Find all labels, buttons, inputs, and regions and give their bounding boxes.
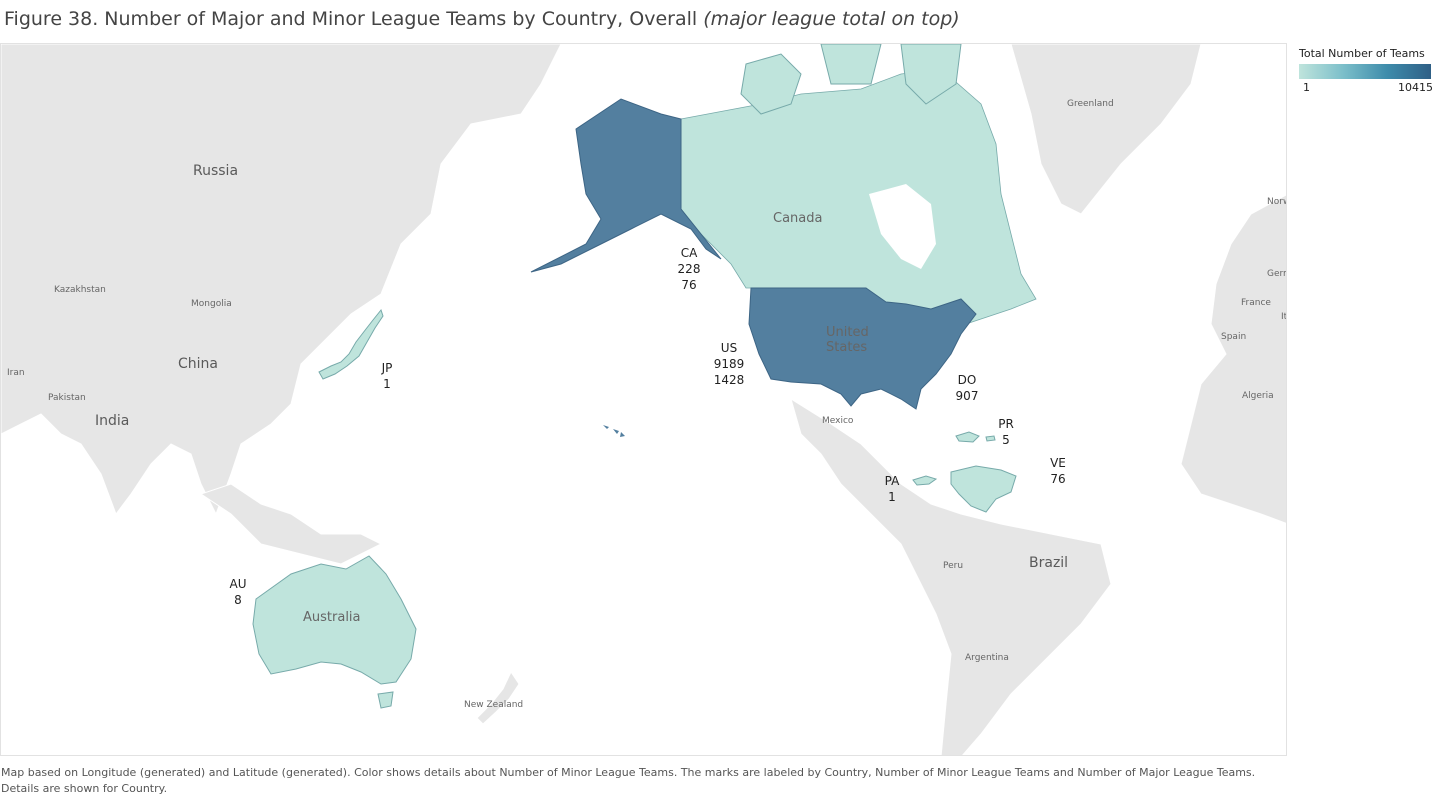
label-united: United <box>826 325 869 340</box>
mark-label-line: JP <box>381 361 393 375</box>
label-brazil: Brazil <box>1029 555 1068 571</box>
label-russia: Russia <box>193 163 238 179</box>
figure-title: Figure 38. Number of Major and Minor Lea… <box>4 8 960 30</box>
caption-line2: Details are shown for Country. <box>1 781 1255 797</box>
label-peru: Peru <box>943 561 963 571</box>
mark-label-ve[interactable]: VE 76 <box>1050 456 1066 486</box>
country-australia-tasmania[interactable] <box>378 692 393 708</box>
map-view[interactable]: Russia Kazakhstan Mongolia China Iran Pa… <box>0 43 1287 756</box>
mark-label-line: US <box>721 341 737 355</box>
land-se-asia <box>201 484 381 564</box>
land-asia <box>1 44 561 514</box>
mark-label-line: VE <box>1050 456 1066 470</box>
mark-label-line: 1 <box>383 377 391 391</box>
legend-color-ramp <box>1299 64 1431 79</box>
mark-label-line: PA <box>885 474 900 488</box>
title-italic: (major league total on top) <box>703 8 960 30</box>
legend-title: Total Number of Teams <box>1299 47 1439 60</box>
label-it: It <box>1281 312 1287 322</box>
mark-label-jp[interactable]: JP 1 <box>381 361 393 391</box>
land-europe-africa <box>1181 194 1287 524</box>
country-panama[interactable] <box>913 476 936 485</box>
label-germ: Germ <box>1267 269 1287 279</box>
label-greenland: Greenland <box>1067 99 1114 109</box>
mark-label-do[interactable]: DO 907 <box>956 373 979 403</box>
map-caption: Map based on Longitude (generated) and L… <box>1 765 1255 797</box>
label-mexico: Mexico <box>822 416 854 426</box>
label-spain: Spain <box>1221 332 1246 342</box>
label-india: India <box>95 413 129 429</box>
mark-label-pr[interactable]: PR 5 <box>998 417 1014 447</box>
country-puerto-rico[interactable] <box>986 436 995 441</box>
mark-label-line: 9189 <box>714 357 745 371</box>
mark-label-ca[interactable]: CA 228 76 <box>678 246 701 292</box>
legend-max: 10415 <box>1398 81 1433 94</box>
mark-label-line: 228 <box>678 262 701 276</box>
country-us-hawaii[interactable] <box>603 425 625 437</box>
label-algeria: Algeria <box>1242 391 1274 401</box>
country-venezuela[interactable] <box>951 466 1016 512</box>
label-states: States <box>826 340 867 355</box>
color-legend[interactable]: Total Number of Teams 1 10415 <box>1299 47 1439 95</box>
country-dominican-republic[interactable] <box>956 432 979 442</box>
legend-min: 1 <box>1303 81 1310 94</box>
mark-label-line: DO <box>958 373 977 387</box>
mark-label-line: 1428 <box>714 373 745 387</box>
label-mongolia: Mongolia <box>191 299 232 309</box>
mark-label-line: 1 <box>888 490 896 504</box>
label-new-zealand: New Zealand <box>464 700 523 710</box>
label-australia: Australia <box>303 610 361 625</box>
land-new-zealand <box>477 672 519 724</box>
mark-label-line: AU <box>230 577 247 591</box>
title-main: Figure 38. Number of Major and Minor Lea… <box>4 8 697 30</box>
mark-label-line: CA <box>681 246 698 260</box>
label-pakistan: Pakistan <box>48 393 86 403</box>
label-norw: Norw <box>1267 197 1287 207</box>
mark-label-us[interactable]: US 9189 1428 <box>714 341 745 387</box>
label-china: China <box>178 356 218 372</box>
caption-line1: Map based on Longitude (generated) and L… <box>1 765 1255 781</box>
label-kazakhstan: Kazakhstan <box>54 285 106 295</box>
mark-label-line: 76 <box>681 278 696 292</box>
land-greenland <box>1011 44 1201 214</box>
label-argentina: Argentina <box>965 653 1009 663</box>
label-iran: Iran <box>7 368 25 378</box>
mark-label-line: 8 <box>234 593 242 607</box>
label-canada: Canada <box>773 211 822 226</box>
legend-range: 1 10415 <box>1299 81 1433 95</box>
mark-label-au[interactable]: AU 8 <box>230 577 247 607</box>
land-latin-america <box>791 399 1111 756</box>
map-svg[interactable]: Russia Kazakhstan Mongolia China Iran Pa… <box>1 44 1287 756</box>
label-france: France <box>1241 298 1271 308</box>
mark-label-line: PR <box>998 417 1014 431</box>
mark-label-line: 907 <box>956 389 979 403</box>
mark-label-line: 5 <box>1002 433 1010 447</box>
mark-label-line: 76 <box>1050 472 1065 486</box>
